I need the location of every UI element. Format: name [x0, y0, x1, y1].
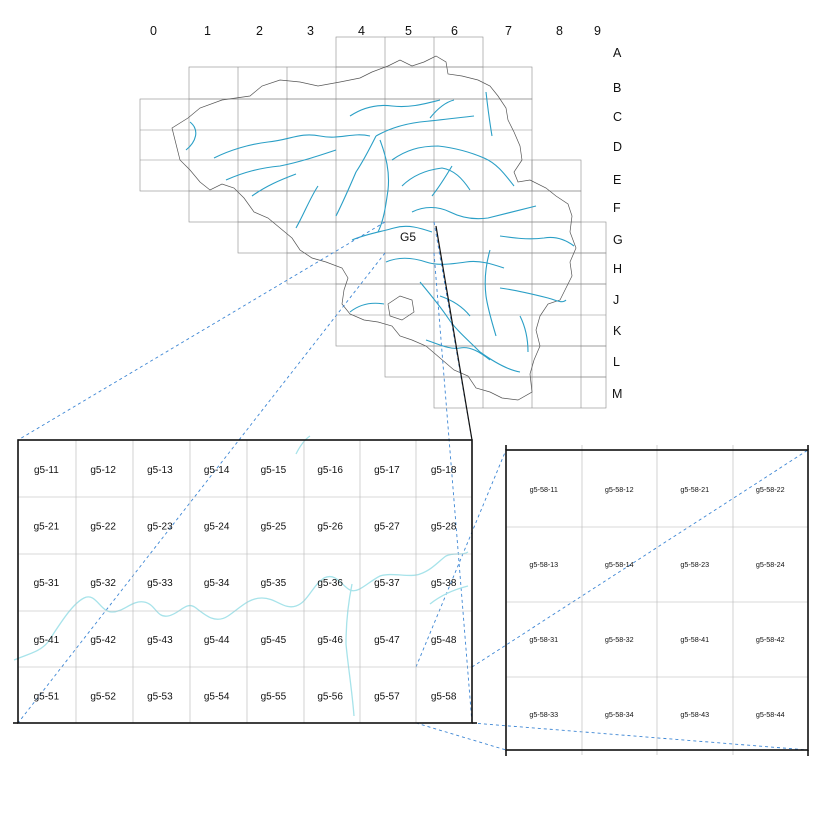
selected-tile-label: G5: [400, 230, 416, 244]
grid-cell-label: g5-57: [374, 691, 400, 702]
detail-g5-frame: [18, 440, 472, 723]
grid-cell-label: g5-52: [90, 691, 116, 702]
grid-cell-label: g5-23: [147, 522, 173, 533]
subcell-label: g5-58-42: [756, 635, 785, 644]
subcell-label: g5-58-24: [756, 560, 785, 569]
grid-cell-label: g5-36: [317, 578, 343, 589]
row-label: D: [613, 140, 622, 154]
subcell-label: g5-58-23: [680, 560, 709, 569]
subcell-label: g5-58-33: [529, 710, 558, 719]
grid-cell-label: g5-44: [204, 635, 230, 646]
grid-cell-label: g5-41: [34, 635, 60, 646]
subcell-label: g5-58-11: [530, 485, 558, 494]
grid-cell-label: g5-45: [261, 635, 287, 646]
column-label: 6: [451, 24, 458, 38]
grid-cell-label: g5-47: [374, 635, 400, 646]
grid-cell-label: g5-43: [147, 635, 173, 646]
grid-cell-label: g5-46: [317, 635, 343, 646]
row-label: B: [613, 81, 621, 95]
subcell-label: g5-58-12: [605, 485, 634, 494]
row-labels: A B C D E F G H J K L M: [612, 46, 623, 401]
overview-grid: [140, 37, 606, 408]
row-label: F: [613, 201, 621, 215]
column-label: 4: [358, 24, 365, 38]
grid-cell-label: g5-22: [90, 522, 116, 533]
row-label: L: [613, 355, 620, 369]
grid-cell-label: g5-34: [204, 578, 230, 589]
column-label: 8: [556, 24, 563, 38]
column-label: 3: [307, 24, 314, 38]
grid-cell-label: g5-21: [34, 522, 60, 533]
grid-cell-label: g5-28: [431, 522, 457, 533]
subcell-label: g5-58-31: [529, 635, 558, 644]
grid-cell-label: g5-13: [147, 465, 173, 476]
grid-cell-label: g5-18: [431, 465, 457, 476]
grid-cell-label: g5-54: [204, 691, 230, 702]
row-label: H: [613, 262, 622, 276]
grid-cell-label: g5-16: [317, 465, 343, 476]
grid-cell-label: g5-58: [431, 691, 457, 702]
row-label: C: [613, 110, 622, 124]
column-label: 7: [505, 24, 512, 38]
grid-cell-label: g5-27: [374, 522, 400, 533]
row-label: A: [613, 46, 622, 60]
subcell-label: g5-58-21: [680, 485, 709, 494]
grid-cell-label: g5-35: [261, 578, 287, 589]
overview-rivers: [186, 92, 574, 372]
grid-cell-label: g5-32: [90, 578, 116, 589]
row-label: J: [613, 293, 619, 307]
grid-cell-label: g5-31: [34, 578, 60, 589]
column-label: 9: [594, 24, 601, 38]
grid-cell-label: g5-12: [90, 465, 116, 476]
detail-g5-58-panel: g5-58-11 g5-58-12 g5-58-21 g5-58-22 g5-58-13…: [506, 445, 808, 756]
grid-cell-label: g5-56: [317, 691, 343, 702]
grid-cell-label: g5-37: [374, 578, 400, 589]
grid-cell-label: g5-24: [204, 522, 230, 533]
row-label: K: [613, 324, 622, 338]
subcell-label: g5-58-43: [680, 710, 709, 719]
grid-cell-label: g5-38: [431, 578, 457, 589]
subcell-label: g5-58-13: [529, 560, 558, 569]
grid-cell-label: g5-51: [34, 691, 60, 702]
grid-cell-label: g5-17: [374, 465, 400, 476]
column-label: 5: [405, 24, 412, 38]
grid-cell-label: g5-14: [204, 465, 230, 476]
grid-cell-label: g5-15: [261, 465, 287, 476]
row-label: G: [613, 233, 623, 247]
subcell-label: g5-58-22: [756, 485, 785, 494]
subcell-label: g5-58-14: [605, 560, 634, 569]
grid-cell-label: g5-26: [317, 522, 343, 533]
subcell-label: g5-58-41: [680, 635, 709, 644]
column-label: 1: [204, 24, 211, 38]
country-border: [172, 56, 576, 400]
grid-cell-label: g5-33: [147, 578, 173, 589]
column-labels: 0 1 2 3 4 5 6 7 8 9: [150, 24, 601, 38]
grid-cell-label: g5-42: [90, 635, 116, 646]
column-label: 0: [150, 24, 157, 38]
row-label: M: [612, 387, 622, 401]
column-label: 2: [256, 24, 263, 38]
grid-cell-label: g5-53: [147, 691, 173, 702]
grid-cell-label: g5-48: [431, 635, 457, 646]
detail-g5-rivers: [14, 436, 468, 716]
row-label: E: [613, 173, 621, 187]
tile: [336, 37, 483, 67]
grid-cell-label: g5-25: [261, 522, 287, 533]
subcell-label: g5-58-44: [756, 710, 785, 719]
detail-g5-panel: g5-11 g5-12 g5-13 g5-14 g5-15 g5-16 g5-17 g5-18…: [13, 436, 477, 723]
grid-cell-label: g5-11: [34, 465, 59, 476]
grid-cell-label: g5-55: [261, 691, 287, 702]
subcell-label: g5-58-34: [605, 710, 634, 719]
subcell-label: g5-58-32: [605, 635, 634, 644]
